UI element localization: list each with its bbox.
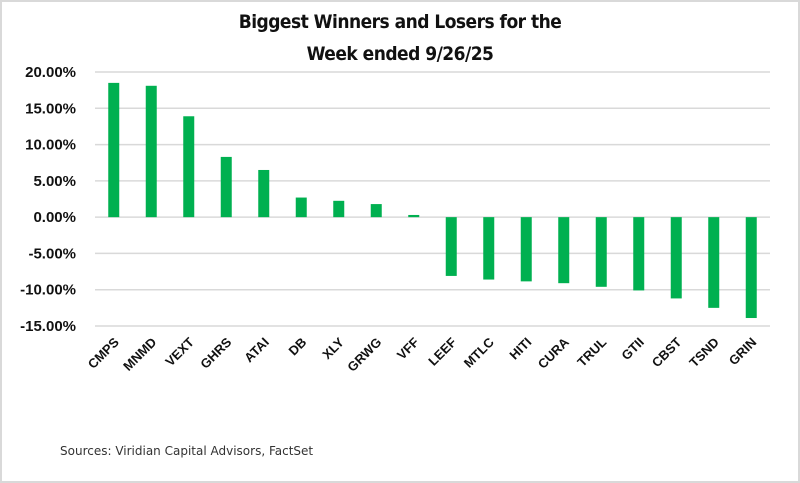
y-tick-label: 10.00% <box>25 137 76 154</box>
source-note: Sources: Viridian Capital Advisors, Fact… <box>60 444 314 458</box>
x-tick-label: CURA <box>535 334 573 372</box>
x-tick-label: LEEF <box>425 334 459 368</box>
bar-cbst <box>670 217 682 299</box>
bar-mtlc <box>483 217 495 280</box>
x-tick-label: MTLC <box>461 334 498 371</box>
bar-hiti <box>520 217 532 282</box>
bar-vext <box>183 116 195 218</box>
x-tick-label: GTII <box>618 335 646 363</box>
bar-xly <box>333 200 345 218</box>
bar-cmps <box>108 82 120 218</box>
y-tick-label: -15.00% <box>20 318 76 335</box>
bar-leef <box>445 217 457 276</box>
x-tick-label: HITI <box>506 335 534 363</box>
y-tick-label: -10.00% <box>20 282 76 299</box>
bars <box>108 82 757 319</box>
bar-trul <box>595 217 607 287</box>
bar-cura <box>558 217 570 284</box>
x-tick-label: CMPS <box>85 334 122 371</box>
bar-ghrs <box>220 156 232 218</box>
x-tick-label: GHRS <box>197 334 234 371</box>
x-tick-label: GRIN <box>726 335 760 369</box>
x-tick-label: CBST <box>649 334 685 370</box>
x-tick-label: VFF <box>394 334 422 362</box>
y-tick-label: -5.00% <box>28 245 76 262</box>
x-tick-label: MNMD <box>120 335 159 374</box>
x-tick-label: GRWG <box>344 335 384 375</box>
x-tick-label: TSND <box>686 335 722 371</box>
y-tick-label: 15.00% <box>25 100 76 117</box>
chart-title-line-2: Week ended 9/26/25 <box>306 43 494 65</box>
y-tick-label: 0.00% <box>33 209 76 226</box>
bar-atai <box>258 169 270 218</box>
bar-gtii <box>633 217 645 291</box>
x-tick-label: DB <box>285 335 309 359</box>
bar-tsnd <box>708 217 720 308</box>
x-tick-label: VEXT <box>162 334 197 369</box>
chart-title-line-1: Biggest Winners and Losers for the <box>238 11 562 33</box>
y-tick-label: 20.00% <box>25 64 76 81</box>
bar-grin <box>745 217 757 319</box>
x-tick-label: ATAI <box>241 335 272 366</box>
y-tick-label: 5.00% <box>33 173 76 190</box>
gridlines <box>95 71 770 327</box>
y-axis-ticks: 20.00% 15.00% 10.00% 5.00% 0.00% -5.00% -10.00… <box>20 64 76 335</box>
bar-mnmd <box>145 85 157 218</box>
x-tick-label: XLY <box>319 334 347 362</box>
bar-vff <box>408 214 420 218</box>
bar-db <box>295 197 307 218</box>
bar-grwg <box>370 204 382 218</box>
x-tick-label: TRUL <box>574 334 609 369</box>
